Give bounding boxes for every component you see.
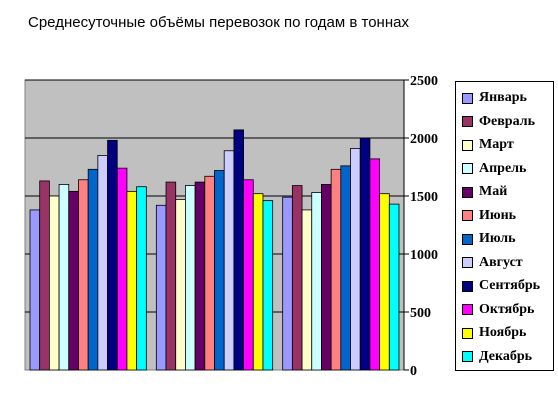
bar (252, 193, 264, 371)
bar (311, 192, 322, 371)
bar (204, 175, 215, 371)
bar (243, 179, 254, 371)
legend-swatch (462, 280, 473, 292)
legend-swatch (462, 186, 473, 198)
legend-item: Июль (462, 229, 516, 249)
bar (194, 181, 206, 371)
bar (321, 183, 332, 371)
bar (39, 180, 50, 371)
bar (388, 203, 400, 371)
bar (48, 195, 60, 371)
bar (107, 139, 118, 371)
legend-swatch (462, 257, 473, 268)
y-tick-label: 500 (410, 306, 431, 321)
bar (291, 185, 303, 371)
y-tick-label: 1000 (410, 248, 438, 263)
bar (175, 199, 186, 371)
bar (165, 181, 177, 371)
legend-swatch (462, 327, 473, 339)
legend-item: Август (462, 253, 523, 273)
legend-swatch (462, 116, 473, 127)
bar (155, 204, 167, 371)
legend-item: Январь (462, 88, 527, 108)
y-tick-label: 0 (410, 364, 417, 379)
bar (68, 190, 79, 371)
legend-item: Июнь (462, 206, 516, 226)
bar (340, 165, 351, 371)
legend-swatch (462, 139, 473, 151)
bar (379, 193, 390, 371)
legend-label: Август (479, 254, 523, 270)
chart-title: Среднесуточные объёмы перевозок по годам… (28, 14, 409, 31)
legend-swatch (462, 210, 473, 221)
legend-item: Сентябрь (462, 276, 540, 296)
bar (233, 129, 244, 371)
bar (301, 209, 313, 371)
legend-item: Октябрь (462, 300, 534, 320)
legend-label: Июнь (479, 207, 517, 223)
legend-swatch (462, 233, 473, 245)
bar (350, 148, 361, 371)
legend-label: Февраль (479, 113, 535, 129)
legend-item: Май (462, 182, 507, 202)
bar (97, 154, 108, 371)
legend-label: Октябрь (479, 301, 535, 317)
legend-swatch (462, 351, 473, 362)
legend-label: Январь (479, 90, 527, 105)
legend-label: Сентябрь (479, 278, 541, 293)
bar (116, 167, 128, 371)
legend-label: Май (479, 184, 508, 199)
legend-label: Март (479, 137, 514, 152)
legend-swatch (462, 304, 473, 315)
bar (29, 209, 41, 371)
legend-swatch (462, 163, 473, 174)
bar (369, 158, 381, 371)
legend-item: Март (462, 135, 514, 155)
legend-item: Февраль (462, 112, 535, 132)
legend-label: Декабрь (479, 348, 533, 364)
legend-item: Ноябрь (462, 323, 526, 343)
y-tick-label: 2000 (410, 132, 438, 147)
bar (126, 190, 138, 371)
bar (262, 200, 274, 371)
bar (214, 170, 225, 371)
bar (223, 150, 235, 371)
bar (78, 179, 89, 371)
legend-item: Декабрь (462, 347, 532, 367)
legend-label: Апрель (479, 160, 527, 176)
legend-label: Июль (479, 231, 516, 246)
bar (330, 168, 342, 371)
bar (185, 185, 196, 371)
bar (282, 196, 293, 371)
bar (359, 137, 371, 371)
legend-label: Ноябрь (479, 325, 527, 340)
legend-swatch (462, 92, 473, 104)
bar (58, 183, 70, 371)
bar (136, 186, 147, 371)
y-tick-label: 1500 (410, 190, 438, 205)
legend-item: Апрель (462, 159, 526, 179)
y-tick-label: 2500 (410, 74, 438, 89)
bar (87, 168, 99, 371)
chart-legend: Январь Февраль Март Апрель Май Июнь Июль Август… (455, 81, 554, 371)
